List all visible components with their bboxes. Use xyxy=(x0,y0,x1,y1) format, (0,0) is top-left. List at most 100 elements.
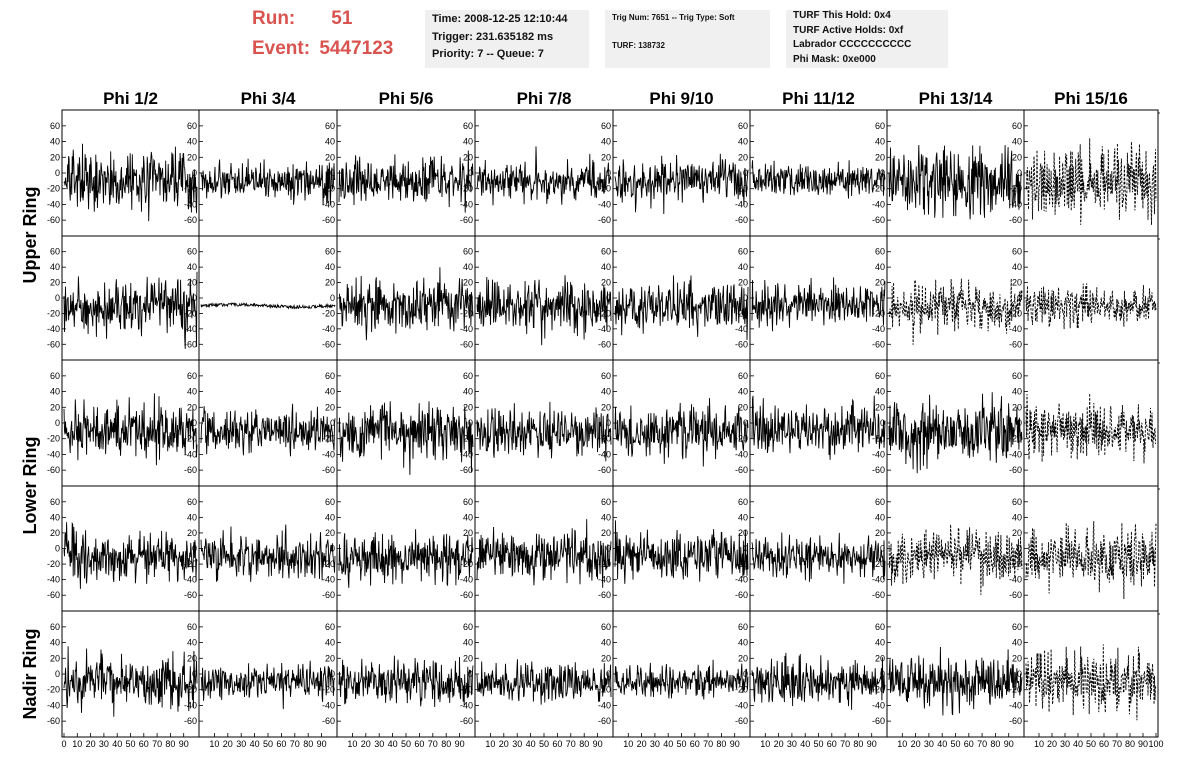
y-tick-label: -40 xyxy=(460,575,473,585)
y-tick-label: 20 xyxy=(601,653,611,663)
waveform-trace xyxy=(1025,283,1157,330)
waveform-trace xyxy=(338,401,474,475)
waveform-trace xyxy=(1025,138,1157,225)
y-tick-label: 60 xyxy=(325,622,335,632)
waveform-trace xyxy=(338,267,474,341)
y-tick-label: 0 xyxy=(330,544,335,554)
y-tick-label: -60 xyxy=(47,465,60,475)
y-tick-label: 40 xyxy=(1012,137,1022,147)
x-tick-label: 10 xyxy=(485,739,495,749)
y-tick-label: 20 xyxy=(187,528,197,538)
y-tick-label: -20 xyxy=(184,308,197,318)
run-line: Run: 51 xyxy=(252,8,352,30)
y-tick-label: 60 xyxy=(1012,497,1022,507)
y-tick-label: 60 xyxy=(463,622,473,632)
x-tick-label: 20 xyxy=(86,739,96,749)
y-tick-label: 60 xyxy=(875,247,885,257)
y-tick-label: -20 xyxy=(47,685,60,695)
y-tick-label: -20 xyxy=(322,308,335,318)
y-tick-label: -40 xyxy=(872,575,885,585)
y-tick-label: 20 xyxy=(1012,653,1022,663)
x-tick-label: 70 xyxy=(152,739,162,749)
row-header: Upper Ring xyxy=(20,187,40,284)
column-header: Phi 9/10 xyxy=(649,89,713,108)
y-tick-label: -20 xyxy=(598,559,611,569)
y-tick-label: -40 xyxy=(1009,449,1022,459)
column-header: Phi 15/16 xyxy=(1054,89,1128,108)
waveform-trace xyxy=(751,652,886,710)
x-tick-label: 100 xyxy=(1148,739,1163,749)
y-tick-label: 60 xyxy=(1012,371,1022,381)
waveform-trace xyxy=(614,520,749,584)
y-tick-label: 40 xyxy=(325,638,335,648)
y-tick-label: -60 xyxy=(47,339,60,349)
y-tick-label: -20 xyxy=(1009,308,1022,318)
y-tick-label: 40 xyxy=(50,262,60,272)
y-tick-label: 40 xyxy=(738,137,748,147)
y-tick-label: 20 xyxy=(463,152,473,162)
y-tick-label: 0 xyxy=(1017,418,1022,428)
y-tick-label: 60 xyxy=(187,121,197,131)
y-tick-label: -60 xyxy=(47,716,60,726)
x-tick-label: 80 xyxy=(579,739,589,749)
y-tick-label: 60 xyxy=(738,247,748,257)
y-tick-label: 20 xyxy=(187,402,197,412)
panel-frame xyxy=(198,235,338,361)
x-tick-label: 80 xyxy=(990,739,1000,749)
x-tick-label: 10 xyxy=(760,739,770,749)
x-tick-label: 30 xyxy=(650,739,660,749)
y-tick-label: 20 xyxy=(875,653,885,663)
x-tick-label: 10 xyxy=(347,739,357,749)
y-tick-label: 20 xyxy=(601,528,611,538)
y-tick-label: 40 xyxy=(187,512,197,522)
x-tick-label: 70 xyxy=(566,739,576,749)
waveform-trace xyxy=(338,150,474,213)
y-tick-label: 60 xyxy=(601,497,611,507)
y-tick-label: 0 xyxy=(743,293,748,303)
y-tick-label: -20 xyxy=(47,434,60,444)
x-tick-label: 80 xyxy=(303,739,313,749)
y-tick-label: 20 xyxy=(50,528,60,538)
y-tick-label: 60 xyxy=(50,622,60,632)
x-tick-label: 30 xyxy=(236,739,246,749)
y-tick-label: -60 xyxy=(598,215,611,225)
y-tick-label: -40 xyxy=(735,324,748,334)
y-tick-label: 0 xyxy=(606,168,611,178)
y-tick-label: -40 xyxy=(598,700,611,710)
y-tick-label: 0 xyxy=(55,418,60,428)
y-tick-label: -60 xyxy=(460,590,473,600)
y-tick-label: -20 xyxy=(1009,685,1022,695)
x-tick-label: 50 xyxy=(401,739,411,749)
y-tick-label: 20 xyxy=(1012,528,1022,538)
y-tick-label: -20 xyxy=(735,434,748,444)
y-tick-label: -20 xyxy=(47,559,60,569)
y-tick-label: 60 xyxy=(325,371,335,381)
y-tick-label: 20 xyxy=(50,402,60,412)
y-tick-label: -60 xyxy=(598,716,611,726)
y-tick-label: -60 xyxy=(1009,590,1022,600)
y-tick-label: -40 xyxy=(184,700,197,710)
y-tick-label: -40 xyxy=(598,575,611,585)
event-label: Event: xyxy=(252,38,311,59)
waveform-trace xyxy=(63,521,198,589)
x-tick-label: 90 xyxy=(867,739,877,749)
y-tick-label: 0 xyxy=(880,293,885,303)
y-tick-label: 40 xyxy=(50,512,60,522)
y-tick-label: 0 xyxy=(743,418,748,428)
y-tick-label: 0 xyxy=(880,669,885,679)
y-tick-label: 0 xyxy=(468,168,473,178)
y-tick-label: 60 xyxy=(875,121,885,131)
y-tick-label: 40 xyxy=(187,387,197,397)
x-tick-label: 40 xyxy=(800,739,810,749)
row-header: Nadir Ring xyxy=(20,628,40,719)
column-header: Phi 5/6 xyxy=(379,89,434,108)
panel-frame xyxy=(1023,485,1159,612)
y-tick-label: 40 xyxy=(463,137,473,147)
y-tick-label: 0 xyxy=(192,544,197,554)
x-tick-label: 90 xyxy=(730,739,740,749)
y-tick-label: 60 xyxy=(1012,622,1022,632)
y-tick-label: 0 xyxy=(55,544,60,554)
y-tick-label: 60 xyxy=(601,247,611,257)
y-tick-label: -40 xyxy=(460,449,473,459)
y-tick-label: -60 xyxy=(322,215,335,225)
